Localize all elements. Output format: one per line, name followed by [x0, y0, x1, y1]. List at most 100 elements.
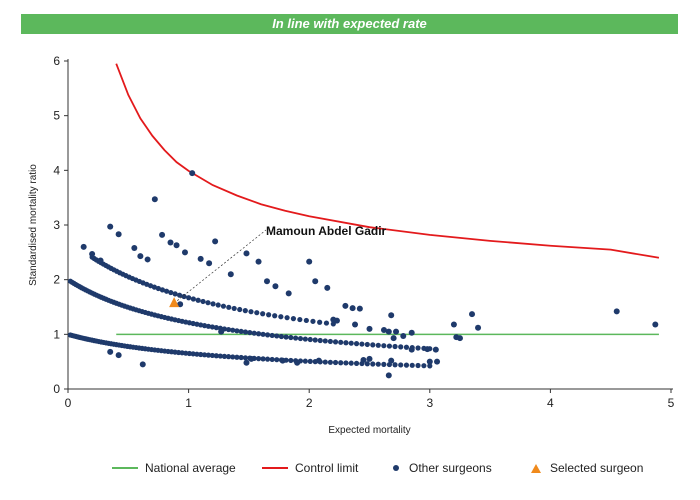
other-surgeon-point: [269, 356, 275, 363]
selected-surgeon-annotation: Mamoun Abdel Gadir: [266, 224, 387, 238]
legend-item-control-limit: Control limit: [262, 456, 358, 480]
other-surgeon-point: [279, 357, 286, 364]
other-surgeon-point: [213, 353, 219, 359]
other-surgeon-point: [242, 308, 248, 314]
other-surgeon-point: [393, 328, 400, 335]
other-surgeon-point: [167, 239, 174, 246]
other-surgeon-point: [205, 323, 212, 329]
other-surgeon-point: [256, 356, 262, 362]
other-surgeon-point: [426, 358, 433, 365]
other-surgeon-point: [274, 357, 280, 363]
other-surgeon-point: [398, 362, 404, 368]
other-surgeon-point: [131, 244, 138, 251]
other-surgeon-point: [353, 360, 360, 366]
selected-surgeon-point: [169, 297, 180, 308]
y-tick-label: 3: [53, 218, 60, 232]
other-surgeon-point: [225, 326, 232, 333]
x-tick-label: 0: [65, 396, 72, 410]
other-surgeon-point: [209, 324, 215, 330]
other-surgeon-point: [375, 342, 381, 348]
other-surgeon-point: [159, 287, 166, 293]
other-surgeon-point: [173, 242, 180, 249]
other-surgeon-point: [322, 359, 328, 365]
other-surgeon-point: [324, 284, 331, 291]
other-surgeon-point: [343, 340, 349, 346]
other-surgeon-point: [403, 362, 410, 368]
other-surgeon-point: [327, 338, 333, 345]
x-tick-label: 5: [668, 396, 675, 410]
other-surgeon-point: [285, 290, 292, 297]
other-surgeon-point: [225, 354, 232, 360]
other-surgeon-point: [115, 352, 122, 359]
other-surgeon-point: [209, 352, 215, 359]
other-surgeon-point: [352, 321, 359, 328]
other-surgeon-point: [353, 341, 360, 347]
other-surgeon-point: [213, 325, 219, 331]
other-surgeon-point: [212, 238, 219, 245]
legend-item-other-surgeons: Other surgeons: [390, 456, 492, 480]
other-surgeon-point: [181, 249, 188, 256]
other-surgeon-point: [450, 321, 457, 328]
other-surgeon-point: [278, 314, 284, 320]
legend-label-national-average: National average: [145, 461, 236, 475]
other-surgeon-point: [613, 308, 620, 315]
other-surgeon-point: [432, 346, 439, 353]
other-surgeon-point: [392, 362, 398, 368]
other-surgeon-point: [310, 318, 316, 324]
other-surgeon-point: [434, 358, 441, 365]
other-surgeon-point: [424, 346, 431, 353]
other-surgeon-point: [220, 303, 227, 309]
other-surgeon-point: [243, 359, 250, 366]
other-surgeon-point: [427, 363, 433, 369]
other-surgeon-point: [186, 295, 192, 301]
other-surgeon-point: [343, 360, 349, 366]
x-tick-label: 3: [426, 396, 433, 410]
other-surgeon-point: [398, 344, 404, 350]
other-surgeon-point: [409, 362, 415, 368]
other-surgeon-point: [380, 326, 387, 333]
other-surgeon-point: [115, 231, 122, 238]
y-tick-label: 5: [53, 109, 60, 123]
other-surgeon-point: [370, 342, 376, 348]
other-surgeon-point: [230, 327, 236, 333]
other-surgeon-point: [421, 363, 427, 369]
other-surgeon-point: [137, 253, 144, 260]
other-surgeon-point: [415, 345, 421, 351]
other-surgeon-point: [234, 354, 240, 360]
other-surgeon-point: [260, 356, 266, 362]
other-surgeon-point: [269, 332, 275, 339]
other-surgeon-point: [274, 333, 280, 339]
selected-surgeon-swatch: [531, 463, 541, 473]
other-surgeon-point: [364, 341, 370, 348]
other-surgeon-point: [348, 340, 354, 346]
other-surgeon-point: [144, 256, 151, 263]
other-surgeon-point: [260, 331, 266, 337]
other-surgeon-point: [198, 351, 204, 358]
other-surgeon-point: [388, 312, 395, 319]
other-surgeon-point: [139, 361, 146, 368]
other-surgeon-point: [255, 258, 262, 265]
other-surgeon-point: [381, 343, 387, 349]
other-surgeon-point: [290, 316, 297, 322]
other-surgeon-point: [317, 337, 323, 344]
other-surgeon-point: [392, 343, 398, 350]
other-surgeon-point: [80, 243, 87, 250]
other-surgeon-point: [312, 337, 318, 343]
y-tick-label: 0: [53, 382, 60, 396]
other-surgeon-point: [297, 335, 304, 342]
x-axis-label: Expected mortality: [328, 425, 410, 436]
other-surgeon-point: [288, 334, 294, 341]
other-surgeon-point: [307, 358, 313, 364]
other-surgeon-point: [288, 357, 294, 364]
legend-item-national-average: National average: [112, 456, 236, 480]
other-surgeon-point: [312, 278, 319, 285]
other-surgeon-point: [256, 331, 262, 337]
other-surgeon-point: [266, 312, 272, 318]
other-surgeon-point: [230, 354, 236, 360]
other-surgeon-point: [210, 301, 216, 307]
legend-item-selected-surgeon: Selected surgeon: [528, 456, 643, 480]
other-surgeon-point: [234, 328, 240, 334]
other-surgeon-point: [366, 325, 373, 332]
other-surgeon-point: [201, 352, 208, 358]
legend-label-selected-surgeon: Selected surgeon: [550, 461, 644, 475]
